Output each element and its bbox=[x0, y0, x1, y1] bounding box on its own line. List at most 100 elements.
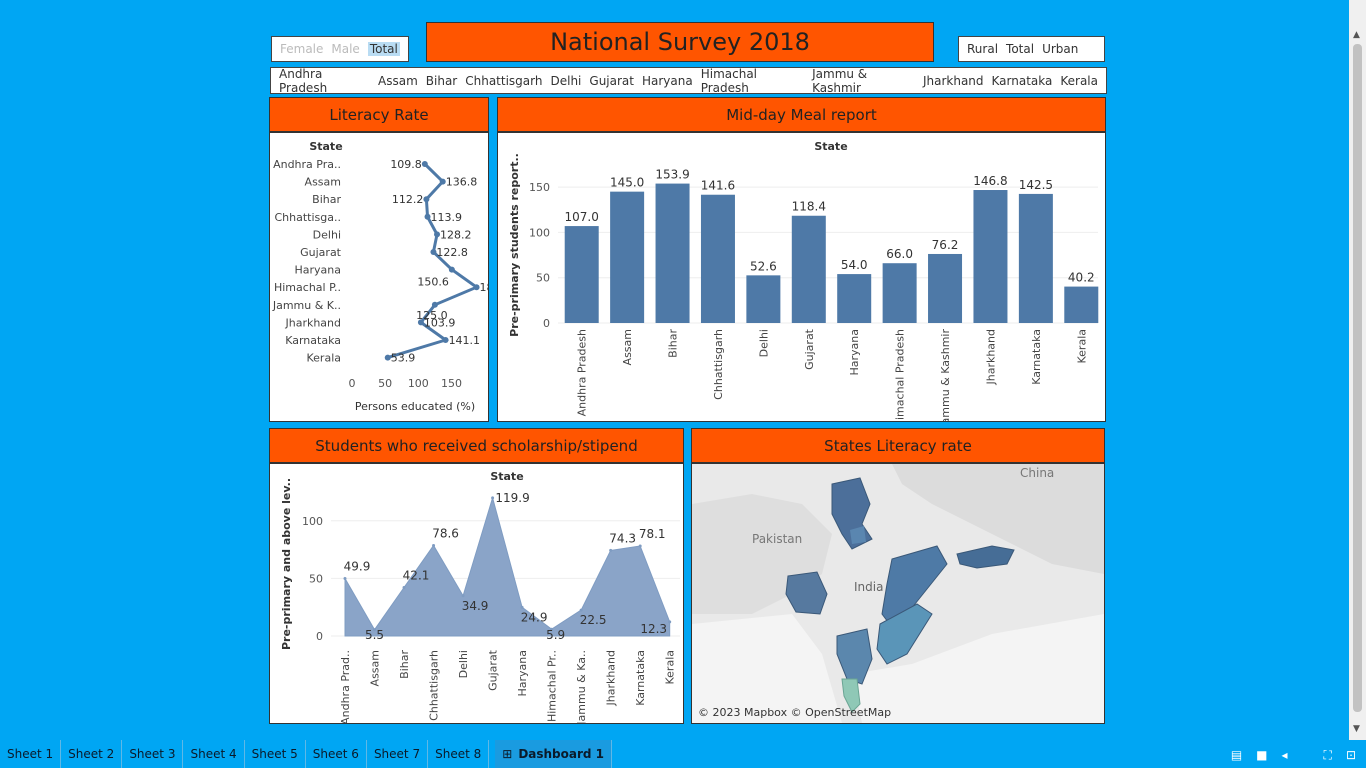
literacy-data-label: 109.8 bbox=[390, 158, 422, 171]
literacy-category-label: Himachal P.. bbox=[274, 281, 341, 294]
midday-bar bbox=[564, 226, 599, 323]
india-map[interactable]: China Pakistan India bbox=[692, 464, 1104, 723]
state-filter-item[interactable]: Andhra Pradesh bbox=[279, 66, 328, 95]
filter-area-total[interactable]: Total bbox=[1006, 42, 1035, 56]
prev-icon[interactable]: ◂ bbox=[1281, 748, 1288, 762]
scroll-thumb[interactable] bbox=[1353, 44, 1362, 712]
filter-urban[interactable]: Urban bbox=[1042, 42, 1079, 56]
scholarship-data-label: 24.9 bbox=[521, 610, 548, 624]
state-filter-item[interactable]: Jharkhand bbox=[922, 73, 984, 88]
scholarship-data-label: 74.3 bbox=[609, 531, 636, 545]
literacy-point bbox=[430, 249, 437, 255]
state-filter-item[interactable]: Gujarat bbox=[589, 73, 634, 88]
midday-bar bbox=[1018, 193, 1053, 323]
midday-bar bbox=[746, 275, 781, 323]
midday-x-tick: Kerala bbox=[1075, 329, 1088, 364]
midday-bar bbox=[1064, 286, 1099, 323]
midday-bar bbox=[610, 191, 645, 323]
state-filter-item[interactable]: Delhi bbox=[550, 73, 582, 88]
tab-sheet-1[interactable]: Sheet 1 bbox=[0, 740, 62, 768]
state-filter-item[interactable]: Bihar bbox=[425, 73, 458, 88]
map-panel[interactable]: China Pakistan India © 2023 Mapbox © Ope… bbox=[691, 463, 1105, 724]
literacy-chart: State Andhra Pra.. Assam Bihar Chhattisga.. D… bbox=[272, 140, 511, 413]
midday-y-tick: 0 bbox=[543, 317, 550, 330]
literacy-category-label: Haryana bbox=[295, 264, 342, 277]
literacy-category-label: Chhattisga.. bbox=[275, 211, 342, 224]
tab-sheet-7[interactable]: Sheet 7 bbox=[367, 740, 429, 768]
filter-total[interactable]: Total bbox=[367, 42, 400, 56]
vertical-scrollbar[interactable]: ▲ ▼ bbox=[1349, 0, 1366, 740]
scholarship-x-tick: Kerala bbox=[664, 650, 677, 685]
presentation-icon[interactable]: ⊡ bbox=[1345, 748, 1356, 762]
tab-sheet-5[interactable]: Sheet 5 bbox=[245, 740, 306, 768]
scholarship-point bbox=[638, 544, 642, 548]
midday-x-tick: Andhra Pradesh bbox=[576, 329, 589, 416]
literacy-category-label: Bihar bbox=[312, 193, 341, 206]
tab-dashboard-label: Dashboard 1 bbox=[518, 747, 605, 761]
literacy-panel: State Andhra Pra.. Assam Bihar Chhattisga.. D… bbox=[269, 132, 511, 422]
literacy-category-label: Kerala bbox=[307, 352, 342, 365]
tab-sheet-6[interactable]: Sheet 6 bbox=[306, 740, 367, 768]
state-filter-item[interactable]: Himachal Pradesh bbox=[700, 66, 758, 95]
map-label-pakistan: Pakistan bbox=[752, 532, 802, 546]
literacy-point bbox=[431, 301, 438, 308]
tab-sheet-4[interactable]: Sheet 4 bbox=[183, 740, 245, 768]
state-filter-item[interactable]: Karnataka bbox=[991, 73, 1053, 88]
sheet-tab-bar: Sheet 1 Sheet 2 Sheet 3 Sheet 4 Sheet 5 … bbox=[0, 740, 1366, 768]
literacy-point bbox=[424, 213, 431, 220]
map-panel-header: States Literacy rate bbox=[691, 428, 1105, 463]
scholarship-data-label: 22.5 bbox=[580, 613, 607, 627]
literacy-category-label: Delhi bbox=[313, 228, 341, 241]
filter-male[interactable]: Male bbox=[331, 42, 360, 56]
midday-data-label: 66.0 bbox=[886, 247, 913, 261]
scroll-down-icon[interactable]: ▼ bbox=[1353, 724, 1360, 734]
state-filter-item[interactable]: Chhattisgarh bbox=[465, 73, 543, 88]
scholarship-x-tick: Delhi bbox=[457, 650, 470, 678]
area-filter: Rural Total Urban bbox=[958, 36, 1105, 62]
tab-sheet-2[interactable]: Sheet 2 bbox=[61, 740, 123, 768]
scholarship-data-label: 34.9 bbox=[462, 599, 489, 613]
midday-y-tick: 50 bbox=[536, 272, 550, 285]
midday-data-label: 142.5 bbox=[1019, 178, 1053, 192]
scholarship-data-label: 12.3 bbox=[640, 622, 667, 636]
midday-x-tick: Delhi bbox=[757, 329, 770, 357]
tab-dashboard-1[interactable]: ⊞ Dashboard 1 bbox=[495, 740, 613, 768]
fit-screen-icon[interactable]: ⛶ bbox=[1323, 748, 1332, 762]
midday-x-tick: Chhattisgarh bbox=[712, 329, 725, 400]
filter-female[interactable]: Female bbox=[280, 42, 324, 56]
state-filter-item[interactable]: Haryana bbox=[641, 73, 693, 88]
midday-data-label: 153.9 bbox=[655, 168, 689, 182]
scholarship-point bbox=[402, 586, 406, 590]
literacy-category-label: Gujarat bbox=[300, 246, 342, 259]
scroll-up-icon[interactable]: ▲ bbox=[1353, 30, 1360, 40]
scholarship-point bbox=[373, 628, 377, 632]
filter-rural[interactable]: Rural bbox=[967, 42, 999, 56]
literacy-point bbox=[423, 196, 430, 203]
midday-y-tick: 150 bbox=[529, 181, 550, 194]
scholarship-data-label: 78.1 bbox=[639, 527, 666, 541]
tab-sheet-3[interactable]: Sheet 3 bbox=[122, 740, 184, 768]
midday-y-tick: 100 bbox=[529, 226, 550, 239]
scholarship-x-tick: Gujarat bbox=[487, 649, 500, 691]
map-label-china: China bbox=[1020, 466, 1054, 480]
filmstrip-icon[interactable]: ▤ bbox=[1230, 748, 1243, 762]
scholarship-point bbox=[609, 548, 613, 552]
state-filter-item[interactable]: Jammu & Kashmir bbox=[812, 66, 868, 95]
dashboard-title: National Survey 2018 bbox=[426, 22, 934, 62]
literacy-panel-header: Literacy Rate bbox=[269, 97, 489, 132]
literacy-data-label: 141.1 bbox=[449, 334, 481, 347]
midday-bar bbox=[973, 190, 1008, 323]
literacy-data-label: 150.6 bbox=[417, 276, 449, 289]
state-filter-item[interactable]: Kerala bbox=[1060, 73, 1098, 88]
scholarship-data-label: 119.9 bbox=[495, 491, 529, 505]
literacy-point bbox=[384, 354, 391, 361]
tab-sheet-8[interactable]: Sheet 8 bbox=[428, 740, 490, 768]
midday-x-tick: Assam bbox=[621, 329, 634, 365]
state-filter-item[interactable]: Assam bbox=[378, 73, 418, 88]
literacy-category-label: Jammu & K.. bbox=[272, 299, 341, 312]
sheet-view-icon[interactable]: ■ bbox=[1256, 748, 1268, 762]
literacy-data-label: 122.8 bbox=[436, 246, 468, 259]
midday-panel: State Pre-primary students report.. 0 50 100… bbox=[497, 132, 1106, 429]
scholarship-x-tick: Assam bbox=[369, 650, 382, 686]
literacy-data-label: 125.0 bbox=[416, 309, 448, 322]
